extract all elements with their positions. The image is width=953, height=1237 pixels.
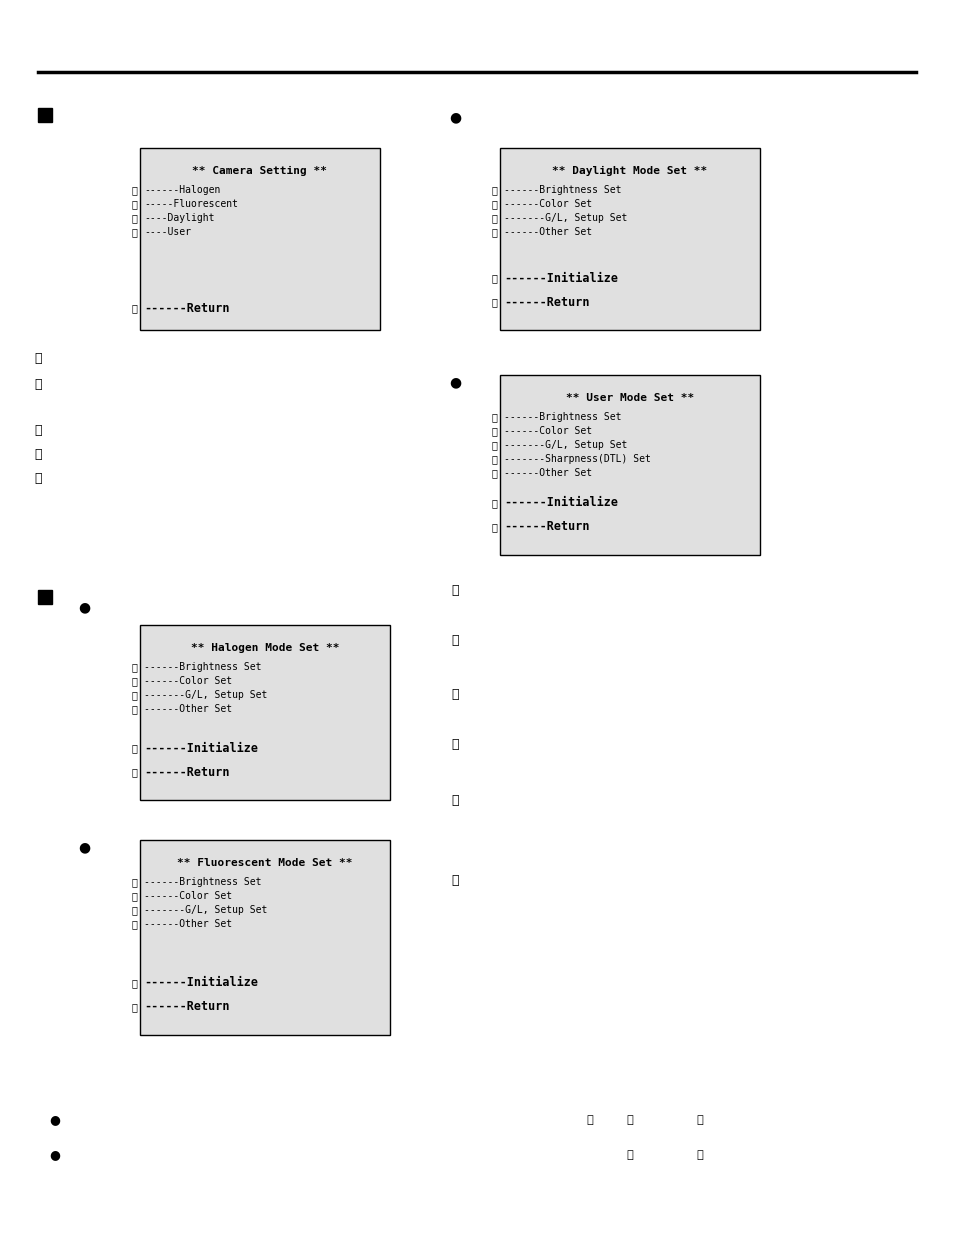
Text: ②: ② bbox=[131, 199, 137, 209]
Text: ●: ● bbox=[449, 375, 460, 388]
Text: ------Color Set: ------Color Set bbox=[503, 426, 592, 435]
Text: ⑩: ⑩ bbox=[131, 978, 137, 988]
Text: ⑪: ⑪ bbox=[491, 522, 497, 532]
Text: ⑧: ⑧ bbox=[451, 689, 458, 701]
Text: ⑩: ⑩ bbox=[491, 499, 497, 508]
Text: ⑦: ⑦ bbox=[626, 1115, 633, 1124]
Text: ⑫: ⑫ bbox=[491, 454, 497, 464]
Text: ⑨: ⑨ bbox=[491, 228, 497, 238]
Text: ⑨: ⑨ bbox=[491, 468, 497, 477]
Text: ④: ④ bbox=[131, 228, 137, 238]
Text: ⑪: ⑪ bbox=[451, 873, 458, 887]
Text: ⑥: ⑥ bbox=[586, 1115, 593, 1124]
Text: -------G/L, Setup Set: -------G/L, Setup Set bbox=[144, 905, 267, 915]
Text: ** Halogen Mode Set **: ** Halogen Mode Set ** bbox=[191, 643, 339, 653]
Text: ⑤: ⑤ bbox=[34, 471, 42, 485]
Text: ⑩: ⑩ bbox=[131, 743, 137, 753]
Text: ⑩: ⑩ bbox=[491, 273, 497, 283]
Text: ⑪: ⑪ bbox=[131, 767, 137, 777]
Text: ②: ② bbox=[34, 379, 42, 391]
Text: ⑧: ⑧ bbox=[626, 1150, 633, 1160]
Text: ③: ③ bbox=[131, 213, 137, 223]
Text: ------Brightness Set: ------Brightness Set bbox=[503, 412, 620, 422]
Text: ⑨: ⑨ bbox=[696, 1150, 702, 1160]
Text: ------Return: ------Return bbox=[144, 302, 230, 314]
Bar bbox=[140, 840, 390, 1035]
Text: ⑦: ⑦ bbox=[491, 426, 497, 435]
Text: ⑧: ⑧ bbox=[491, 440, 497, 450]
Text: ⑨: ⑨ bbox=[451, 738, 458, 752]
Text: ** Daylight Mode Set **: ** Daylight Mode Set ** bbox=[552, 166, 707, 176]
Bar bbox=[499, 148, 760, 330]
Text: ------Halogen: ------Halogen bbox=[144, 186, 220, 195]
Text: ⑧: ⑧ bbox=[131, 690, 137, 700]
Text: -------G/L, Setup Set: -------G/L, Setup Set bbox=[503, 213, 627, 223]
Text: ** Fluorescent Mode Set **: ** Fluorescent Mode Set ** bbox=[177, 858, 353, 868]
Text: ⑪: ⑪ bbox=[131, 1002, 137, 1012]
Text: ③: ③ bbox=[34, 423, 42, 437]
Text: -----Fluorescent: -----Fluorescent bbox=[144, 199, 237, 209]
Text: -------G/L, Setup Set: -------G/L, Setup Set bbox=[503, 440, 627, 450]
Text: ⑥: ⑥ bbox=[131, 877, 137, 887]
Text: ⑫: ⑫ bbox=[696, 1115, 702, 1124]
Text: ⑥: ⑥ bbox=[131, 662, 137, 672]
Text: ------Other Set: ------Other Set bbox=[503, 468, 592, 477]
Text: ------Initialize: ------Initialize bbox=[503, 496, 618, 510]
Bar bbox=[140, 148, 379, 330]
Text: ------Color Set: ------Color Set bbox=[144, 675, 232, 687]
Text: ------Return: ------Return bbox=[144, 766, 230, 778]
Text: ⑧: ⑧ bbox=[131, 905, 137, 915]
Bar bbox=[38, 590, 52, 604]
Text: ------Brightness Set: ------Brightness Set bbox=[144, 877, 261, 887]
Text: ⑥: ⑥ bbox=[491, 186, 497, 195]
Text: ------Other Set: ------Other Set bbox=[144, 704, 232, 714]
Text: ⑪: ⑪ bbox=[491, 297, 497, 307]
Text: -------G/L, Setup Set: -------G/L, Setup Set bbox=[144, 690, 267, 700]
Text: ** Camera Setting **: ** Camera Setting ** bbox=[193, 166, 327, 176]
Text: ●: ● bbox=[50, 1113, 60, 1127]
Bar bbox=[38, 108, 52, 122]
Text: ⑧: ⑧ bbox=[491, 213, 497, 223]
Text: ⑦: ⑦ bbox=[451, 633, 458, 647]
Text: ⑨: ⑨ bbox=[131, 919, 137, 929]
Text: ⑨: ⑨ bbox=[131, 704, 137, 714]
Text: ⑥: ⑥ bbox=[451, 584, 458, 596]
Text: ------Other Set: ------Other Set bbox=[503, 228, 592, 238]
Text: ------Other Set: ------Other Set bbox=[144, 919, 232, 929]
Text: ------Return: ------Return bbox=[144, 1001, 230, 1013]
Text: ⑦: ⑦ bbox=[131, 675, 137, 687]
Text: ----Daylight: ----Daylight bbox=[144, 213, 214, 223]
Text: ------Return: ------Return bbox=[503, 521, 589, 533]
Text: ------Initialize: ------Initialize bbox=[144, 976, 257, 990]
Text: ⑦: ⑦ bbox=[131, 891, 137, 901]
Text: ------Brightness Set: ------Brightness Set bbox=[144, 662, 261, 672]
Text: ⑩: ⑩ bbox=[451, 793, 458, 807]
Text: ⑥: ⑥ bbox=[491, 412, 497, 422]
Text: ------Color Set: ------Color Set bbox=[144, 891, 232, 901]
Text: ------Brightness Set: ------Brightness Set bbox=[503, 186, 620, 195]
Text: ⑦: ⑦ bbox=[491, 199, 497, 209]
Text: ------Initialize: ------Initialize bbox=[503, 271, 618, 285]
Text: -------Sharpness(DTL) Set: -------Sharpness(DTL) Set bbox=[503, 454, 650, 464]
Text: ●: ● bbox=[78, 840, 90, 854]
Text: ④: ④ bbox=[34, 449, 42, 461]
Text: ------Initialize: ------Initialize bbox=[144, 741, 257, 755]
Text: ●: ● bbox=[50, 1148, 60, 1162]
Text: ** User Mode Set **: ** User Mode Set ** bbox=[565, 393, 694, 403]
Text: ------Return: ------Return bbox=[503, 296, 589, 308]
Text: ⑤: ⑤ bbox=[131, 303, 137, 313]
Text: ①: ① bbox=[34, 351, 42, 365]
Bar bbox=[499, 375, 760, 555]
Bar bbox=[140, 625, 390, 800]
Text: ①: ① bbox=[131, 186, 137, 195]
Text: ●: ● bbox=[449, 110, 460, 124]
Text: ------Color Set: ------Color Set bbox=[503, 199, 592, 209]
Text: ●: ● bbox=[78, 600, 90, 614]
Text: ----User: ----User bbox=[144, 228, 191, 238]
